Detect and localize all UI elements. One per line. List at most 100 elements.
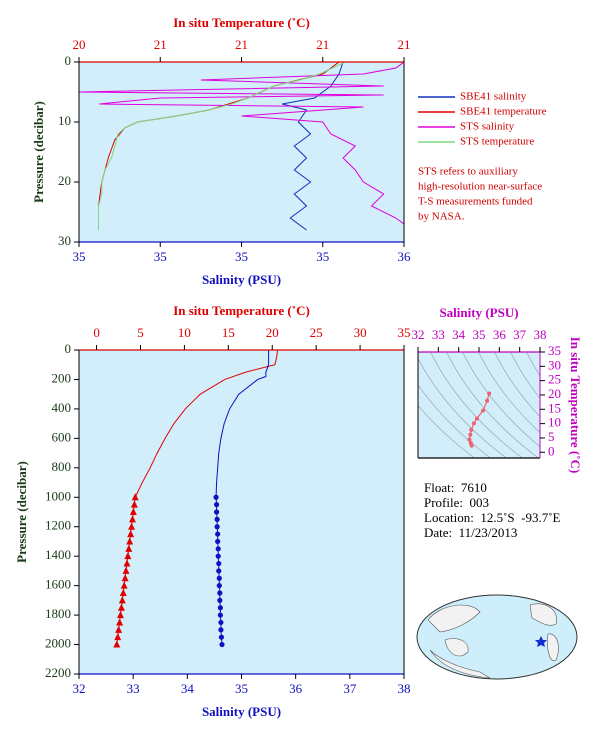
y-tick-label: 2200 — [45, 665, 71, 680]
x2-tick-label: 21 — [235, 37, 248, 52]
x2-tick-label: 20 — [73, 37, 86, 52]
y-tick-label: 1200 — [45, 518, 71, 533]
y-tick-label: 600 — [52, 429, 72, 444]
ts-point — [467, 437, 472, 442]
triangle-marker — [122, 566, 130, 574]
info-line: Date: 11/23/2013 — [424, 525, 517, 540]
x-tick-label: 38 — [398, 681, 411, 696]
plot-background — [418, 352, 540, 458]
circle-marker — [216, 568, 222, 574]
ts-point — [468, 432, 473, 437]
density-contour — [526, 352, 540, 377]
x-tick-label: 36 — [493, 327, 507, 342]
density-contour — [418, 357, 507, 458]
info-line: Profile: 003 — [424, 495, 489, 510]
plot-area — [113, 350, 279, 648]
x-tick-label: 35 — [73, 249, 86, 264]
x2-tick-label: 21 — [398, 37, 411, 52]
circle-marker — [215, 553, 221, 559]
plot-area — [418, 352, 540, 458]
map-land — [529, 603, 557, 626]
triangle-marker — [129, 508, 137, 515]
y-tick-label: 0 — [65, 53, 72, 68]
note-text: by NASA. — [418, 211, 465, 223]
y-tick-label: 20 — [58, 173, 71, 188]
x2-tick-label: 25 — [310, 325, 323, 340]
triangle-marker — [124, 552, 132, 560]
legend-text: STS salinity — [460, 121, 515, 133]
y-tick-label: 200 — [52, 370, 72, 385]
x-axis-title: Salinity (PSU) — [202, 272, 281, 287]
x2-tick-label: 35 — [398, 325, 411, 340]
triangle-marker — [119, 589, 127, 596]
x2-tick-label: 10 — [178, 325, 191, 340]
profile-line — [134, 350, 279, 498]
x-tick-label: 32 — [73, 681, 86, 696]
y-axis-title: In situ Temperature (˚C) — [568, 337, 583, 474]
circle-marker — [217, 597, 223, 603]
y-tick-label: 10 — [58, 113, 71, 128]
triangle-marker — [125, 544, 133, 552]
profile-line — [215, 350, 270, 498]
y-tick-label: 25 — [548, 372, 561, 387]
circle-marker — [216, 575, 222, 581]
x-tick-label: 36 — [398, 249, 412, 264]
profile-line — [282, 62, 344, 231]
x-tick-label: 37 — [343, 681, 357, 696]
ts-point — [487, 391, 492, 396]
triangle-marker — [117, 603, 125, 611]
triangle-marker — [113, 640, 121, 648]
y-tick-label: 400 — [52, 400, 72, 415]
density-contour — [510, 352, 540, 399]
y-tick-label: 2000 — [45, 636, 71, 651]
ts-point — [469, 427, 474, 432]
panel: 0 10 20 30 Pressure (decibar) 35 35 35 35 36 Salin… — [31, 15, 547, 287]
y-tick-label: 1400 — [45, 547, 71, 562]
density-contour — [494, 352, 540, 418]
map-land — [427, 604, 481, 633]
y-tick-label: 15 — [548, 400, 561, 415]
y-tick-label: 30 — [58, 233, 71, 248]
x2-tick-label: 21 — [316, 37, 329, 52]
profile-line — [79, 62, 404, 225]
info-line: Location: 12.5˚S -93.7˚E — [424, 510, 561, 525]
circle-marker — [218, 627, 224, 633]
triangle-marker — [128, 515, 136, 523]
circle-marker — [219, 641, 225, 648]
ts-point — [481, 408, 486, 413]
y-tick-label: 35 — [548, 343, 561, 358]
triangle-marker — [118, 596, 126, 604]
circle-marker — [215, 538, 221, 545]
y-tick-label: 30 — [548, 357, 561, 372]
legend-text: STS temperature — [460, 136, 534, 148]
circle-marker — [215, 531, 221, 537]
note-text: T-S measurements funded — [418, 196, 533, 208]
circle-marker — [214, 524, 220, 530]
circle-marker — [213, 502, 220, 508]
legend-text: SBE41 temperature — [460, 106, 547, 118]
triangle-marker — [130, 500, 138, 508]
x-tick-label: 37 — [513, 327, 527, 342]
profile-line — [98, 62, 346, 230]
triangle-marker — [114, 633, 122, 641]
float-info: Float: 7610 Profile: 003 Location: 12.5˚… — [424, 480, 561, 540]
x-tick-label: 35 — [154, 249, 167, 264]
circle-marker — [216, 583, 222, 589]
y-axis-title: Pressure (decibar) — [31, 101, 46, 203]
float-location-star — [535, 636, 547, 647]
circle-marker — [218, 619, 224, 626]
circle-marker — [215, 546, 221, 552]
circle-marker — [218, 634, 225, 640]
density-contour — [462, 352, 540, 448]
circle-marker — [216, 560, 222, 567]
y-tick-label: 800 — [52, 459, 72, 474]
triangle-marker — [131, 493, 139, 501]
triangle-marker — [116, 611, 124, 619]
x2-tick-label: 20 — [266, 325, 279, 340]
density-contour — [418, 384, 491, 458]
y-tick-label: 1800 — [45, 606, 71, 621]
x-tick-label: 33 — [127, 681, 140, 696]
y-tick-label: 0 — [65, 341, 72, 356]
ts-point — [474, 416, 479, 421]
circle-marker — [217, 590, 223, 596]
